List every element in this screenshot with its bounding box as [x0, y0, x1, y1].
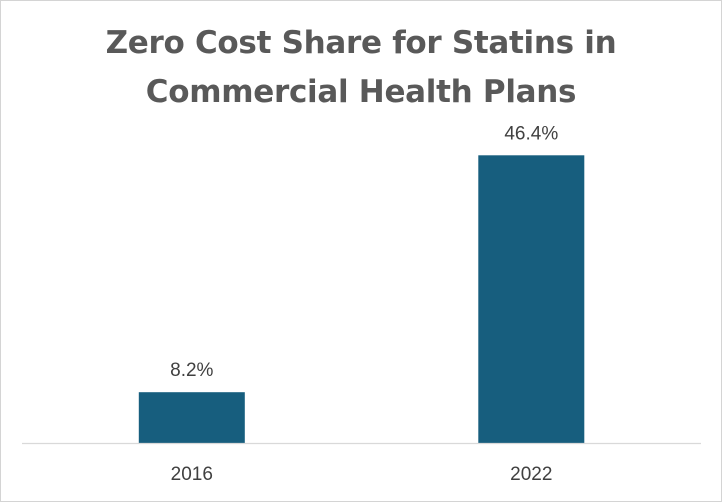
bar-2016 [138, 392, 245, 443]
x-tick-label-2022: 2022 [510, 464, 552, 485]
chart-title: Zero Cost Share for Statins in Commercia… [1, 19, 721, 117]
bar-2022 [478, 155, 585, 444]
chart-title-line-2: Commercial Health Plans [145, 74, 577, 110]
x-tick-label-2016: 2016 [171, 464, 213, 485]
data-label-2016: 8.2% [170, 360, 213, 381]
data-label-2022: 46.4% [504, 123, 558, 144]
chart-title-line-1: Zero Cost Share for Statins in [105, 25, 617, 61]
